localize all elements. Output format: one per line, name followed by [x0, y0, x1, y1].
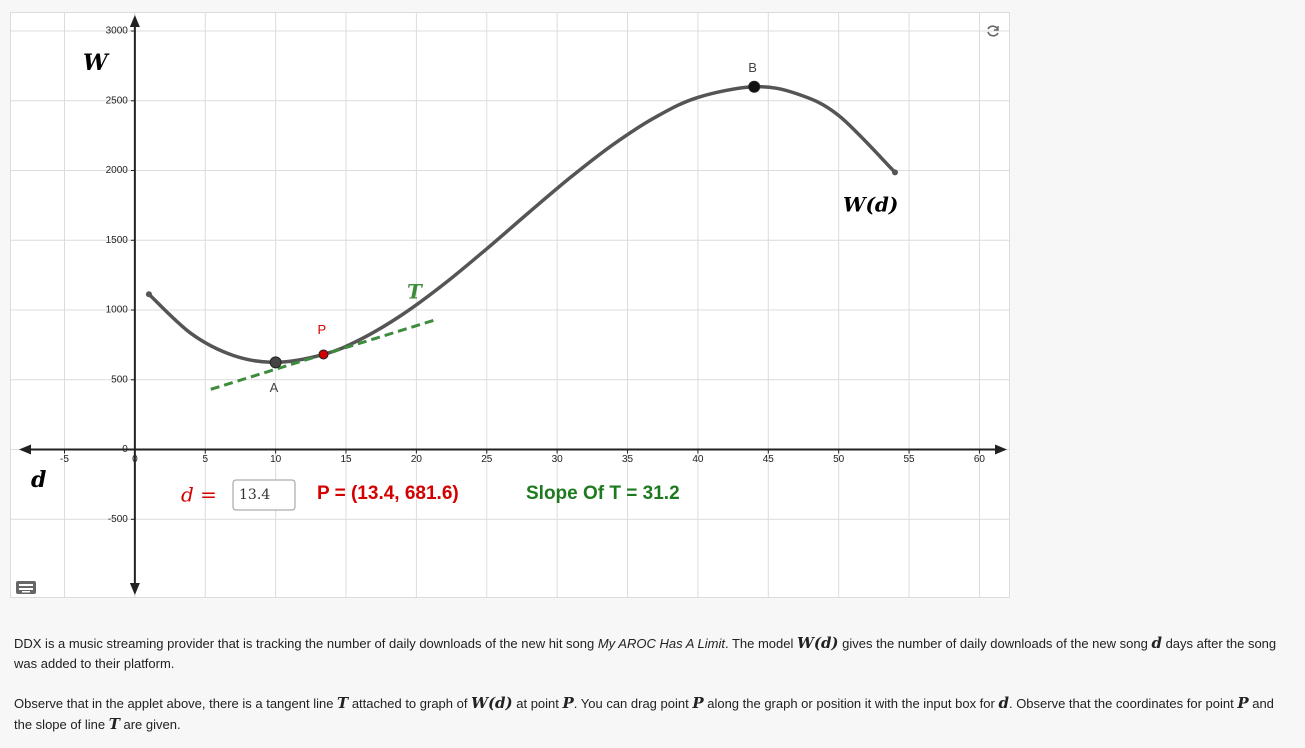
- text-segment: . Observe that the coordinates for point: [1008, 696, 1238, 711]
- text-segment: W(d): [797, 634, 839, 652]
- point: [318, 349, 329, 360]
- description-paragraph: DDX is a music streaming provider that i…: [14, 633, 1294, 674]
- point-coordinates: P = (13.4, 681.6): [317, 483, 459, 504]
- y-axis-label: W: [83, 50, 110, 76]
- text-segment: gives the number of daily downloads of t…: [838, 636, 1152, 651]
- text-segment: P: [692, 694, 704, 712]
- text-segment: P: [562, 694, 574, 712]
- reset-button[interactable]: [987, 25, 999, 37]
- x-tick-label: 60: [974, 454, 986, 465]
- curve-label: W(d): [843, 193, 898, 217]
- x-tick-label: 40: [692, 454, 704, 465]
- endpoint: [145, 291, 152, 298]
- y-tick-label: 500: [111, 374, 128, 385]
- text-segment: My AROC Has A Limit: [597, 636, 725, 651]
- text-segment: DDX is a music streaming provider that i…: [14, 636, 598, 651]
- x-tick-label: 50: [833, 454, 845, 465]
- x-axis-label: d: [31, 467, 46, 493]
- x-tick-label: 35: [622, 454, 634, 465]
- y-tick-label: -500: [108, 514, 128, 525]
- x-tick-label: 5: [202, 454, 208, 465]
- tangent-label: T: [407, 280, 424, 304]
- text-segment: . The model: [724, 636, 797, 651]
- text-segment: P: [1237, 694, 1249, 712]
- text-segment: at point: [512, 696, 563, 711]
- x-tick-label: 45: [763, 454, 775, 465]
- text-segment: and the slope of line: [14, 696, 1274, 732]
- text-segment: d: [1151, 634, 1162, 652]
- keyboard-button[interactable]: [16, 581, 36, 594]
- endpoint: [891, 169, 898, 176]
- curve: [147, 84, 897, 365]
- instruction-paragraph: Observe that in the applet above, there …: [14, 693, 1294, 735]
- point-label: A: [270, 380, 279, 395]
- y-tick-label: 2500: [106, 95, 129, 106]
- input-label: d =: [181, 483, 217, 507]
- text-segment: . You can drag point: [573, 696, 693, 711]
- slope-readout: Slope Of T = 31.2: [526, 483, 680, 504]
- y-tick-label: 2000: [106, 165, 129, 176]
- point: [748, 80, 761, 93]
- x-tick-label: 30: [552, 454, 564, 465]
- point-label: B: [748, 60, 757, 75]
- x-tick-label: -5: [60, 454, 69, 465]
- text-segment: attached to graph of: [348, 696, 472, 711]
- y-tick-label: 1000: [106, 305, 129, 316]
- text-segment: T: [337, 694, 349, 712]
- x-tick-label: 55: [903, 454, 915, 465]
- text-segment: Observe that in the applet above, there …: [14, 696, 338, 711]
- point: [269, 356, 282, 369]
- graphics-view: -5051015202530354045505560-5000500100015…: [11, 13, 1009, 597]
- point-label: P: [317, 322, 326, 337]
- x-tick-label: 15: [340, 454, 352, 465]
- input-box[interactable]: [232, 479, 296, 511]
- text-segment: along the graph or position it with the …: [703, 696, 999, 711]
- text-segment: T: [108, 715, 120, 733]
- x-tick-label: 20: [411, 454, 423, 465]
- x-tick-label: 10: [270, 454, 282, 465]
- y-tick-label: 1500: [106, 235, 129, 246]
- input-value: 13.4: [239, 487, 270, 503]
- text-segment: are given.: [119, 717, 181, 732]
- y-tick-label: 3000: [106, 26, 129, 37]
- text-segment: days after the song was added to their p…: [14, 636, 1277, 671]
- applet: -5051015202530354045505560-5000500100015…: [10, 12, 1010, 598]
- x-tick-label: 25: [481, 454, 493, 465]
- text-segment: W(d): [471, 694, 513, 712]
- text-segment: d: [998, 694, 1009, 712]
